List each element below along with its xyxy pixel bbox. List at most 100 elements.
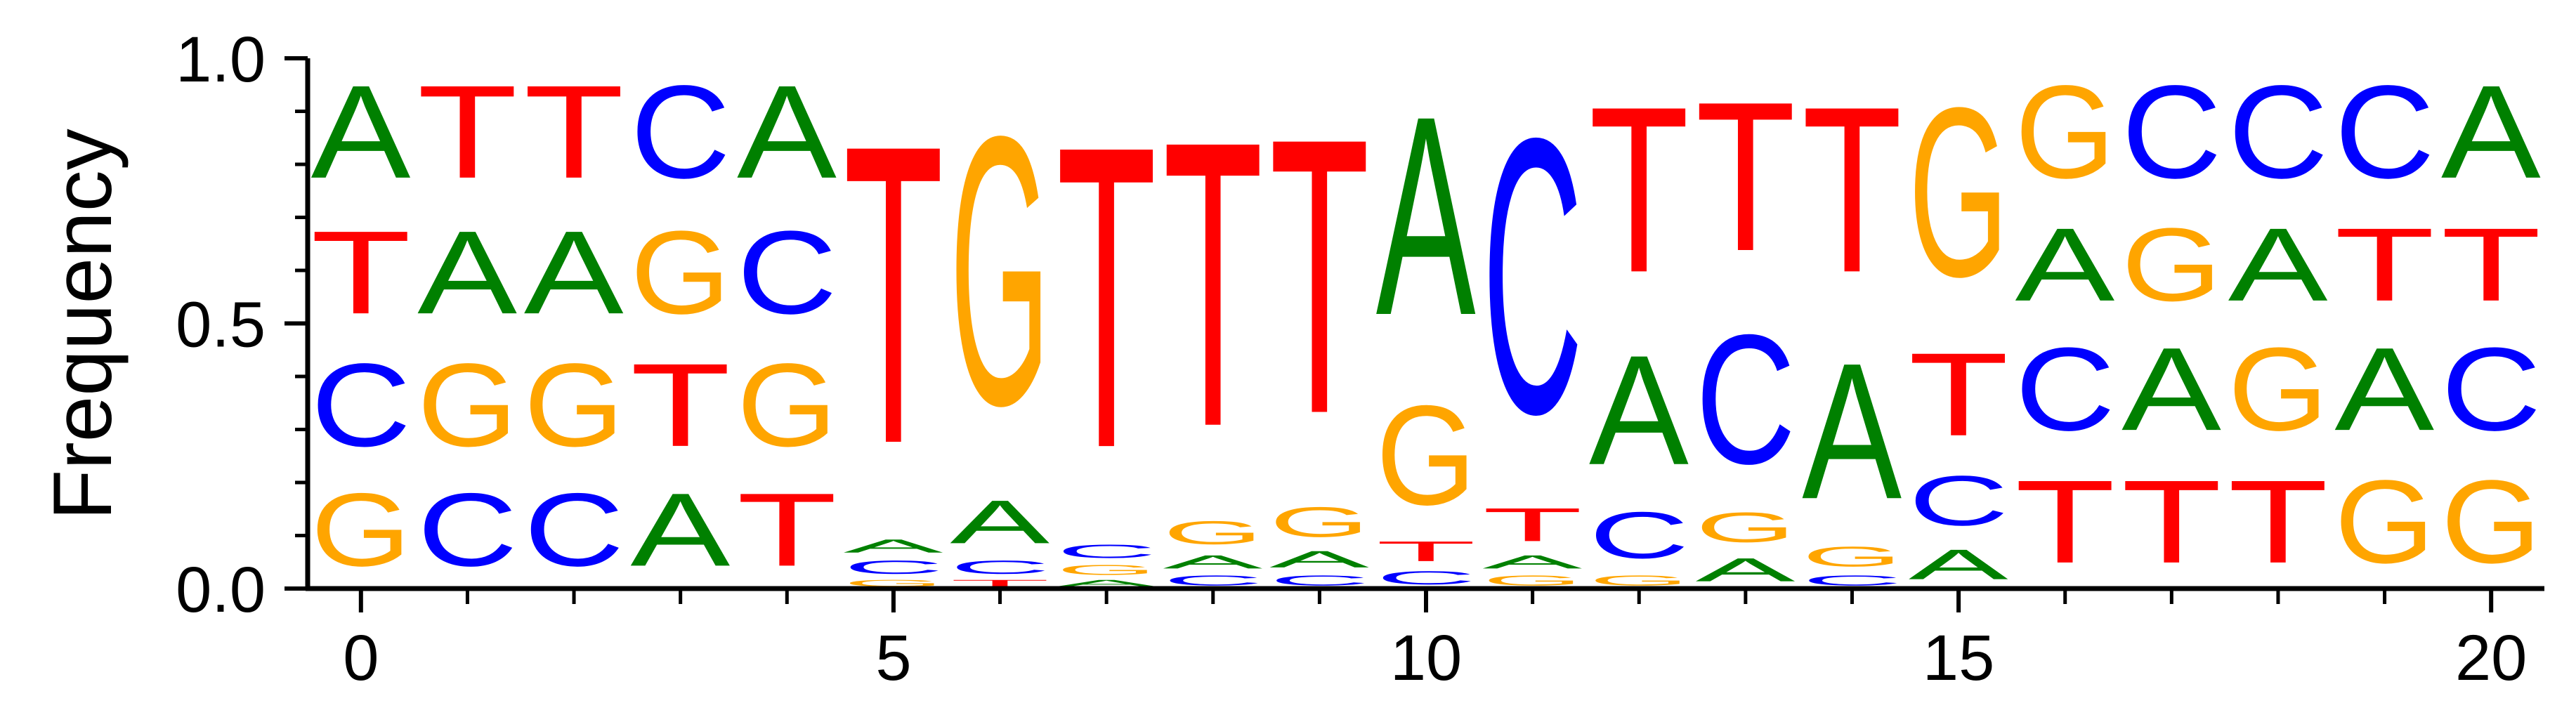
y-axis-title: Frequency: [37, 129, 129, 520]
logo-letter-T-pos-8: T: [1163, 56, 1264, 511]
logo-letter-C-pos-9: C: [1269, 572, 1370, 589]
y-tick-label: 0.5: [176, 289, 266, 361]
x-tick-label: 15: [1923, 622, 1994, 694]
logo-letter-G-pos-17: G: [2121, 206, 2221, 323]
logo-letter-T-pos-0: T: [311, 207, 411, 339]
logo-letter-C-pos-17: C: [2121, 58, 2222, 206]
logo-letter-A-pos-11: A: [1482, 551, 1582, 572]
y-tick-label: 1.0: [176, 24, 266, 96]
logo-letter-A-pos-0: A: [311, 58, 411, 206]
logo-letter-G-pos-13: G: [1696, 504, 1796, 551]
logo-letter-T-pos-12: T: [1589, 58, 1689, 322]
logo-letter-C-pos-16: C: [2015, 323, 2115, 455]
logo-letter-T-pos-10: T: [1376, 535, 1476, 567]
logo-letter-G-pos-20: G: [2441, 457, 2541, 589]
logo-letter-T-pos-15: T: [1909, 329, 2008, 461]
logo-letter-A-pos-3: A: [630, 471, 730, 588]
logo-letter-A-pos-20: A: [2441, 58, 2541, 206]
logo-letter-A-pos-9: A: [1269, 546, 1369, 573]
x-tick-label: 5: [875, 622, 911, 694]
logo-letter-A-pos-4: A: [737, 58, 837, 206]
logo-letter-C-pos-0: C: [311, 339, 412, 471]
logo-letter-A-pos-8: A: [1163, 551, 1263, 572]
logo-letter-C-pos-1: C: [417, 471, 518, 588]
logo-letter-T-pos-11: T: [1482, 499, 1582, 551]
logo-letter-A-pos-16: A: [2015, 206, 2114, 323]
logo-letter-G-pos-19: G: [2334, 457, 2434, 589]
logo-letter-C-pos-15: C: [1909, 461, 2009, 541]
x-tick-label: 20: [2455, 622, 2527, 694]
y-tick-label: 0.0: [176, 554, 266, 626]
logo-letter-T-pos-14: T: [1802, 58, 1902, 322]
logo-letter-T-pos-19: T: [2334, 206, 2434, 322]
logo-letter-T-pos-6: T: [950, 578, 1050, 589]
logo-letter-T-pos-4: T: [737, 472, 837, 588]
logo-letter-C-pos-5: C: [844, 557, 944, 578]
logo-letter-T-pos-5: T: [844, 57, 944, 532]
logo-letter-A-pos-5: A: [844, 536, 943, 557]
logo-letter-C-pos-12: C: [1589, 498, 1689, 572]
logo-letter-G-pos-18: G: [2228, 324, 2328, 456]
logo-letter-C-pos-18: C: [2228, 58, 2329, 206]
logo-letter-G-pos-14: G: [1802, 541, 1902, 572]
logo-letter-G-pos-8: G: [1163, 514, 1263, 551]
logo-letter-C-pos-10: C: [1376, 567, 1477, 589]
logo-letter-G-pos-6: G: [950, 57, 1050, 485]
logo-letter-C-pos-19: C: [2334, 58, 2435, 206]
x-tick-label: 0: [343, 622, 379, 694]
logo-letter-A-pos-15: A: [1909, 541, 2009, 589]
logo-letter-C-pos-8: C: [1163, 572, 1264, 589]
logo-letter-A-pos-1: A: [417, 206, 517, 339]
logo-letter-C-pos-4: C: [737, 206, 837, 339]
logo-letter-A-pos-19: A: [2334, 322, 2434, 455]
x-tick-label: 10: [1390, 622, 1462, 694]
logo-letter-A-pos-13: A: [1696, 551, 1796, 589]
logo-letter-T-pos-7: T: [1057, 57, 1157, 538]
logo-letter-G-pos-4: G: [737, 340, 837, 472]
logo-letter-G-pos-12: G: [1589, 572, 1689, 589]
y-axis-ticks: 0.0 0.5 1.0: [176, 24, 308, 626]
logo-letter-A-pos-17: A: [2121, 322, 2221, 455]
logo-letter-C-pos-3: C: [630, 58, 731, 206]
logo-letter-C-pos-6: C: [950, 557, 1050, 578]
logo-letter-G-pos-3: G: [630, 207, 730, 339]
logo-letter-G-pos-15: G: [1909, 58, 2008, 327]
logo-letter-G-pos-9: G: [1269, 498, 1369, 546]
logo-letter-T-pos-9: T: [1269, 56, 1370, 495]
logo-letter-T-pos-13: T: [1696, 58, 1796, 296]
logo-letter-A-pos-14: A: [1802, 323, 1902, 539]
logo-letter-A-pos-12: A: [1589, 323, 1689, 497]
logo-letter-A-pos-2: A: [524, 206, 624, 339]
logo-letter-G-pos-11: G: [1482, 572, 1583, 589]
logo-letter-C-pos-14: C: [1802, 572, 1902, 589]
logo-letter-T-pos-16: T: [2015, 456, 2114, 588]
logo-letter-A-pos-6: A: [950, 488, 1050, 557]
logo-letter-A-pos-18: A: [2228, 206, 2328, 323]
logo-letter-G-pos-2: G: [524, 340, 624, 472]
x-axis-ticks: 0 5 10 15 20: [343, 589, 2527, 694]
logo-letter-T-pos-2: T: [524, 58, 624, 206]
logo-letter-T-pos-18: T: [2228, 456, 2328, 588]
logo-letter-T-pos-17: T: [2121, 456, 2221, 588]
logo-letter-C-pos-2: C: [524, 471, 625, 588]
logo-letter-G-pos-16: G: [2015, 58, 2114, 206]
